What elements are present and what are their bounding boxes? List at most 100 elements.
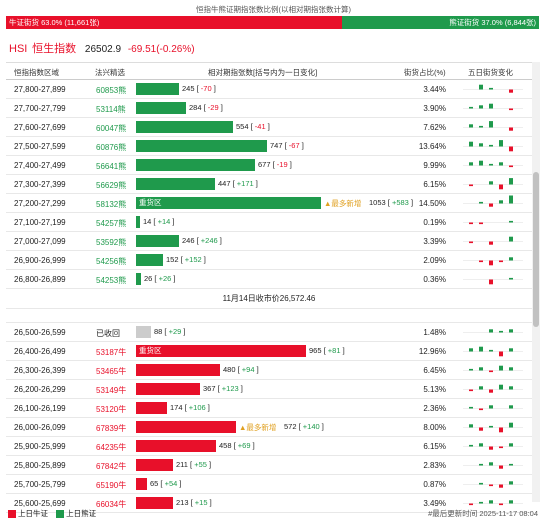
table-row[interactable]: 26,200-26,299 53149牛 367 [ +123 ] 5.13% — [6, 380, 532, 399]
range-cell: 26,200-26,299 — [14, 385, 66, 394]
spacer-row — [6, 309, 532, 323]
table-row[interactable]: 26,800-26,899 54253熊 26 [ +26 ] 0.36% — [6, 270, 532, 289]
range-cell: 26,900-26,999 — [14, 256, 66, 265]
share-cell: 8.00% — [423, 423, 446, 432]
ratio-value: 213 [ +15 ] — [176, 498, 212, 507]
five-day-change-chart — [463, 121, 523, 131]
table-row[interactable]: 27,700-27,799 53114熊 284 [ -29 ] 3.90% — [6, 99, 532, 118]
table-row[interactable]: 27,500-27,599 60876熊 747 [ -67 ] 13.64% — [6, 137, 532, 156]
index-code: HSI — [9, 43, 28, 55]
table-row[interactable]: 27,800-27,899 60853熊 245 [ -70 ] 3.44% — [6, 80, 532, 99]
ratio-value: 65 [ +54 ] — [150, 479, 182, 488]
ratio-bar — [136, 421, 236, 433]
product-code-link[interactable]: 66034牛 — [96, 500, 127, 509]
table-row[interactable]: 27,400-27,499 56641熊 677 [ -19 ] 9.99% — [6, 156, 532, 175]
table-row[interactable]: 27,200-27,299 58132熊 重货区 ▲最多新增 1053 [ +583 ]… — [6, 194, 532, 213]
index-name: 恒生指数 — [32, 43, 77, 55]
product-code-link[interactable]: 53120牛 — [96, 405, 127, 414]
five-day-bar — [469, 389, 473, 392]
ratio-count: 246 — [182, 236, 195, 245]
five-day-bar — [489, 425, 493, 428]
range-cell: 27,200-27,299 — [14, 199, 66, 208]
table-row[interactable]: 25,800-25,899 67842牛 211 [ +55 ] 2.83% — [6, 456, 532, 475]
ratio-change: +15 — [194, 498, 208, 507]
product-code-link[interactable]: 64235牛 — [96, 443, 127, 452]
product-code-link[interactable]: 65190牛 — [96, 481, 127, 490]
product-code-link[interactable]: 56641熊 — [96, 162, 127, 171]
five-day-bar — [479, 201, 483, 204]
scrollbar-thumb[interactable] — [533, 172, 539, 327]
five-day-bar — [499, 162, 503, 166]
product-code-link[interactable]: 58132熊 — [96, 200, 127, 209]
share-cell: 2.83% — [423, 461, 446, 470]
ratio-value: 747 [ -67 ] — [270, 141, 304, 150]
ratio-value: 88 [ +29 ] — [154, 327, 186, 336]
share-cell: 7.62% — [423, 123, 446, 132]
five-day-bar — [499, 427, 503, 433]
product-code-link[interactable]: 67842牛 — [96, 462, 127, 471]
five-day-bar — [469, 444, 473, 447]
table-row[interactable]: 25,900-25,999 64235牛 458 [ +69 ] 6.15% — [6, 437, 532, 456]
ratio-bar — [136, 121, 233, 133]
ratio-count: 677 — [258, 160, 271, 169]
five-day-change-chart — [463, 236, 523, 245]
product-code-link[interactable]: 53592熊 — [96, 238, 127, 247]
table-row[interactable]: 25,700-25,799 65190牛 65 [ +54 ] 0.87% — [6, 475, 532, 494]
table-row[interactable]: 27,000-27,099 53592熊 246 [ +246 ] 3.39% — [6, 232, 532, 251]
table-row[interactable]: 26,500-26,599 已收回 88 [ +29 ] 1.48% — [6, 323, 532, 342]
five-day-change-chart — [463, 220, 523, 225]
ratio-bar — [136, 273, 141, 285]
table-row[interactable]: 26,300-26,399 53465牛 480 [ +94 ] 6.45% — [6, 361, 532, 380]
share-cell: 6.15% — [423, 442, 446, 451]
five-day-bar — [499, 365, 503, 371]
ratio-bar — [136, 83, 179, 95]
bull-bear-ratio-bar: 牛证街货 63.0% (11,661张) 熊证街货 37.0% (6,844张) — [6, 16, 539, 29]
five-day-bar — [499, 330, 503, 333]
page-title: 恒指牛熊证期指张数比例(以相对期指张数计算) — [196, 5, 351, 14]
five-day-bar — [479, 386, 483, 390]
ratio-count: 458 — [219, 441, 232, 450]
product-code-link[interactable]: 54257熊 — [96, 219, 127, 228]
ratio-bar — [136, 478, 147, 490]
five-day-bar — [469, 106, 473, 109]
product-code-link[interactable]: 60876熊 — [96, 143, 127, 152]
product-code-link[interactable]: 60853熊 — [96, 86, 127, 95]
ratio-bar — [136, 440, 216, 452]
share-cell: 6.45% — [423, 366, 446, 375]
product-code-link[interactable]: 53187牛 — [96, 348, 127, 357]
most-added-label: ▲最多新增 — [324, 199, 362, 208]
table-row[interactable]: 27,300-27,399 56629熊 447 [ +171 ] 6.15% — [6, 175, 532, 194]
product-code-link[interactable]: 60047熊 — [96, 124, 127, 133]
product-code-link[interactable]: 67839牛 — [96, 424, 127, 433]
table-row[interactable]: 26,400-26,499 53187牛 重货区 965 [ +81 ] 12.96% — [6, 342, 532, 361]
five-day-bar — [479, 427, 483, 431]
five-day-change-chart — [463, 160, 523, 168]
ratio-count: 554 — [236, 122, 249, 131]
five-day-change-chart — [463, 481, 523, 488]
five-day-bar — [479, 125, 483, 128]
ratio-value: 1053 [ +583 ] — [369, 198, 414, 207]
table-row[interactable]: 26,000-26,099 67839牛 ▲最多新增 572 [ +140 ] 8.00… — [6, 418, 532, 437]
five-day-bar — [509, 500, 513, 504]
table-row[interactable]: 26,100-26,199 53120牛 174 [ +106 ] 2.36% — [6, 399, 532, 418]
ratio-count: 284 — [189, 103, 202, 112]
product-code-link[interactable]: 53465牛 — [96, 367, 127, 376]
product-code-link[interactable]: 53114熊 — [96, 105, 126, 114]
table-row[interactable]: 27,100-27,199 54257熊 14 [ +14 ] 0.19% — [6, 213, 532, 232]
table-row[interactable]: 26,900-26,999 54256熊 152 [ +152 ] 2.09% — [6, 251, 532, 270]
table-row[interactable]: 27,600-27,699 60047熊 554 [ -41 ] 7.62% — [6, 118, 532, 137]
range-cell: 27,300-27,399 — [14, 180, 66, 189]
scrollbar[interactable] — [532, 62, 540, 502]
ratio-change: +140 — [302, 422, 320, 431]
five-day-bar — [479, 143, 483, 147]
five-day-bar — [479, 367, 483, 371]
product-code-link[interactable]: 54256熊 — [96, 257, 127, 266]
product-code-link[interactable]: 53149牛 — [96, 386, 127, 395]
five-day-bar — [489, 329, 493, 333]
product-code-link[interactable]: 54253熊 — [96, 276, 127, 285]
table-row[interactable]: 25,600-25,699 66034牛 213 [ +15 ] 3.49% — [6, 494, 532, 513]
five-day-bar — [499, 140, 503, 147]
range-cell: 27,000-27,099 — [14, 237, 66, 246]
product-code-link[interactable]: 56629熊 — [96, 181, 127, 190]
five-day-bar — [489, 349, 493, 352]
